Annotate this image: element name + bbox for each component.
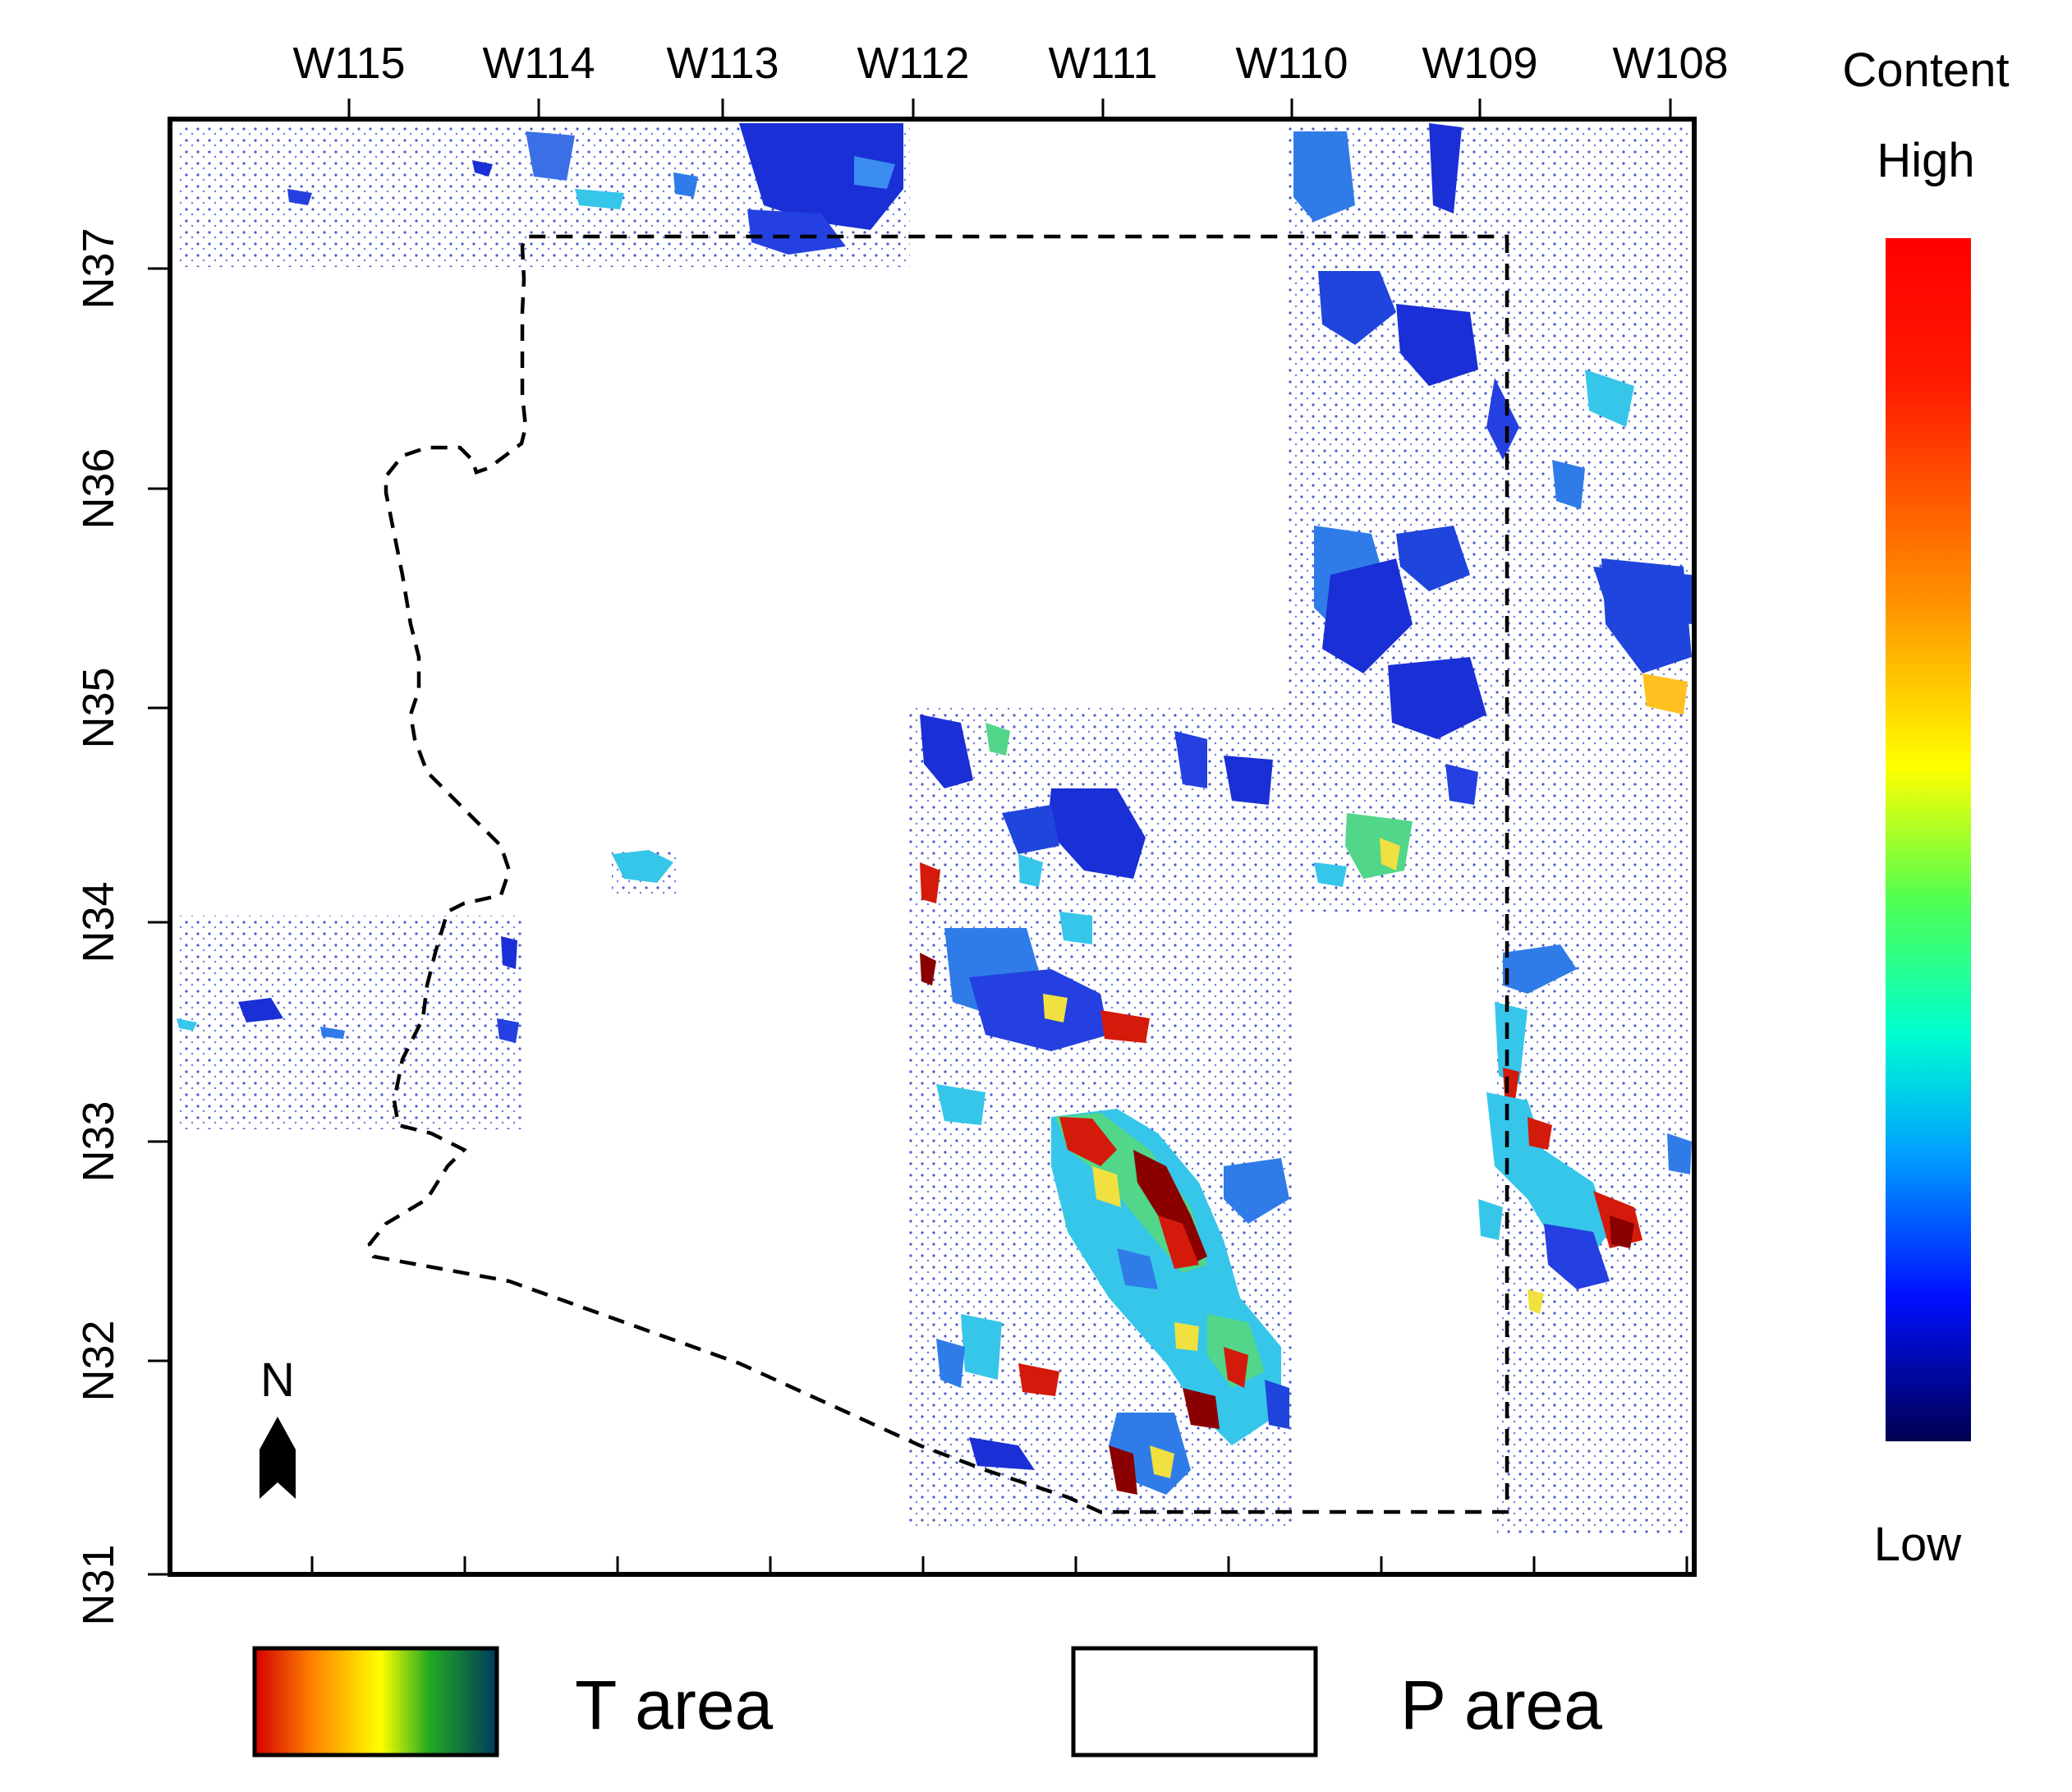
legend-t-area-swatch	[252, 1646, 499, 1758]
lat-label-n32: N32	[74, 1320, 123, 1401]
lat-label-n36: N36	[74, 448, 123, 529]
lon-label-w112: W112	[857, 39, 969, 88]
colorbar-gradient	[1886, 238, 1971, 1441]
longitude-ticks	[347, 99, 1672, 119]
lat-label-n35: N35	[74, 667, 123, 748]
patches-northeast	[1293, 123, 1692, 887]
patches-north	[287, 123, 903, 255]
lat-label-n37: N37	[74, 227, 123, 309]
legend-t-area-label: T area	[575, 1666, 774, 1744]
longitude-labels: W115 W114 W113 W112 W111 W110 W109 W108	[292, 39, 1728, 88]
north-arrow-icon	[260, 1417, 296, 1499]
lon-label-w113: W113	[666, 39, 779, 88]
patches-central	[920, 715, 1273, 903]
lon-label-w108: W108	[1612, 39, 1728, 88]
lon-label-w115: W115	[292, 39, 405, 88]
bottom-ticks	[310, 1556, 1688, 1574]
patches-east	[1478, 567, 1692, 1314]
map-frame	[168, 117, 1697, 1577]
colorbar: Content High Low	[1842, 44, 2009, 1571]
north-arrow: N	[260, 1353, 296, 1499]
lon-label-w111: W111	[1048, 39, 1157, 88]
lat-label-n31: N31	[74, 1544, 123, 1625]
patches-west	[177, 850, 673, 1043]
lat-label-n34: N34	[74, 881, 123, 963]
state-boundary	[367, 234, 1509, 1514]
data-layer	[177, 123, 1692, 1536]
lon-label-w110: W110	[1235, 39, 1348, 88]
latitude-ticks	[148, 267, 170, 1576]
legend: T area P area	[252, 1646, 1602, 1758]
colorbar-low-label: Low	[1874, 1518, 1963, 1571]
colorbar-high-label: High	[1877, 134, 1974, 187]
legend-p-area-label: P area	[1400, 1666, 1602, 1744]
lat-label-n33: N33	[74, 1100, 123, 1182]
latitude-labels: N37 N36 N35 N34 N33 N32 N31	[74, 227, 123, 1625]
lon-label-w109: W109	[1422, 39, 1537, 88]
lon-label-w114: W114	[482, 39, 595, 88]
patches-southcentral	[920, 912, 1150, 1470]
legend-p-area-swatch	[1071, 1646, 1318, 1758]
colorbar-title: Content	[1842, 44, 2009, 97]
hotspot-main	[1051, 1109, 1289, 1495]
north-arrow-label: N	[260, 1353, 295, 1407]
